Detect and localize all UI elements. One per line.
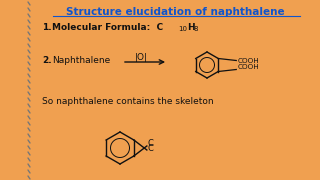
Text: COOH: COOH: [237, 57, 259, 64]
Text: Naphthalene: Naphthalene: [52, 56, 110, 65]
Text: Molecular Formula:  C: Molecular Formula: C: [52, 23, 163, 32]
Text: |O|: |O|: [135, 53, 148, 62]
Text: 10: 10: [178, 26, 187, 32]
Text: 8: 8: [194, 26, 198, 32]
Text: So naphthalene contains the skeleton: So naphthalene contains the skeleton: [42, 97, 214, 106]
Text: Structure elucidation of naphthalene: Structure elucidation of naphthalene: [66, 7, 284, 17]
Text: C: C: [148, 144, 154, 153]
Text: 2.: 2.: [42, 56, 52, 65]
Text: H: H: [187, 23, 195, 32]
Text: 1.: 1.: [42, 23, 52, 32]
Text: COOH: COOH: [237, 64, 259, 69]
Text: C: C: [148, 139, 154, 148]
